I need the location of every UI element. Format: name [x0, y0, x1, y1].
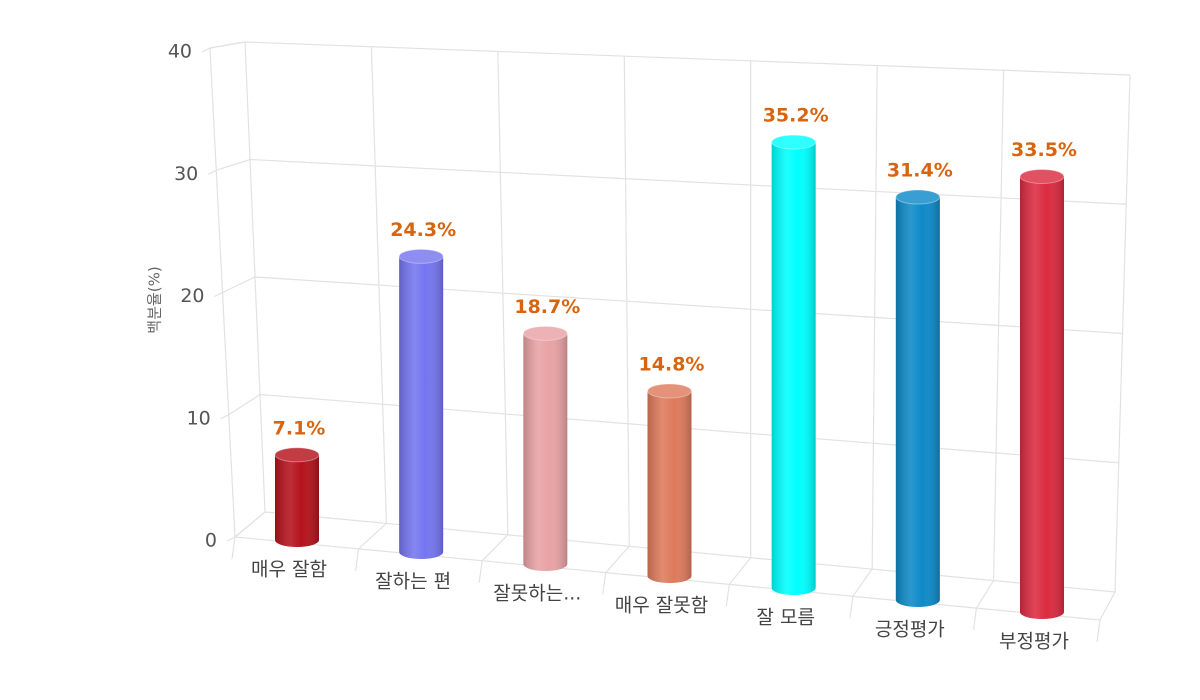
- y-tick-label: 0: [205, 530, 217, 552]
- bar-top-highlight: [771, 135, 816, 150]
- floor-tick: [849, 596, 854, 619]
- value-label: 24.3%: [390, 219, 456, 241]
- y-axis-title: 백분율(%): [146, 266, 164, 333]
- left-top: [209, 41, 246, 49]
- floor-line: [852, 568, 873, 597]
- bar-shade: [399, 256, 444, 559]
- floor-tick: [725, 584, 730, 607]
- bar-top-highlight: [523, 326, 568, 341]
- wall-line: [244, 41, 266, 513]
- bar: [274, 447, 320, 547]
- floor-line: [975, 580, 995, 609]
- wall-line: [871, 65, 878, 570]
- grid-line: [201, 41, 1131, 76]
- floor-line: [605, 545, 630, 573]
- bar-top-highlight: [399, 249, 444, 264]
- left-edge: [209, 47, 236, 538]
- y-tick-label: 10: [187, 407, 211, 429]
- wall-line: [497, 51, 509, 535]
- wall-line: [370, 46, 388, 524]
- bar-top-highlight: [895, 190, 940, 205]
- x-tick-label: 긍정평가: [875, 619, 945, 641]
- floor-line: [1099, 591, 1116, 621]
- floor-tick: [972, 608, 978, 631]
- bar: [771, 134, 817, 595]
- bar-top: [522, 325, 568, 341]
- value-label: 33.5%: [1011, 139, 1077, 161]
- grid-line: [207, 158, 1127, 205]
- grid-line: [214, 276, 1123, 335]
- bar-top: [398, 248, 444, 264]
- value-label: 18.7%: [514, 296, 580, 318]
- y-tick-label: 40: [168, 41, 192, 63]
- floor-line: [728, 557, 752, 585]
- floor-tick: [1096, 619, 1101, 643]
- wall-line: [992, 70, 1005, 581]
- floor-line: [234, 511, 266, 538]
- value-label: 14.8%: [639, 354, 705, 376]
- wall-line: [1114, 74, 1131, 593]
- value-label: 7.1%: [273, 417, 326, 439]
- x-tick-label: 부정평가: [999, 631, 1069, 653]
- bar: [522, 325, 568, 572]
- bar-shade: [275, 454, 319, 547]
- x-tick-label: 잘못하는...: [493, 583, 581, 605]
- value-label: 31.4%: [887, 160, 953, 182]
- bar-shade: [771, 142, 816, 595]
- bar: [647, 383, 692, 584]
- bar-shade: [895, 197, 940, 608]
- bar-top: [1019, 169, 1065, 184]
- value-label: 35.2%: [763, 105, 829, 127]
- floor-tick: [231, 536, 236, 560]
- bar-top: [771, 134, 817, 150]
- x-tick-label: 잘하는 편: [375, 571, 451, 593]
- bar-shade: [523, 333, 568, 572]
- bar-top: [647, 383, 692, 399]
- bar-top: [895, 189, 941, 205]
- floor-line: [481, 534, 509, 562]
- x-tick-label: 잘 모름: [756, 607, 814, 629]
- bar: [895, 189, 941, 608]
- y-tick-label: 30: [174, 163, 198, 185]
- bar-top-highlight: [647, 384, 692, 398]
- bar-top-highlight: [1020, 169, 1064, 184]
- x-tick-label: 매우 잘함: [251, 559, 327, 581]
- wall-line: [623, 56, 630, 547]
- bar-shade: [647, 391, 692, 584]
- y-tick-label: 20: [180, 285, 204, 307]
- floor-tick: [478, 560, 483, 583]
- x-tick-label: 매우 잘못함: [615, 595, 708, 617]
- floor-tick: [602, 572, 607, 595]
- bar-shade: [1020, 176, 1064, 619]
- bar-top: [274, 447, 320, 463]
- bar-top-highlight: [275, 447, 319, 462]
- bar: [1019, 169, 1065, 619]
- floor-line: [358, 522, 387, 550]
- floor-tick: [354, 548, 360, 571]
- bar: [398, 248, 444, 559]
